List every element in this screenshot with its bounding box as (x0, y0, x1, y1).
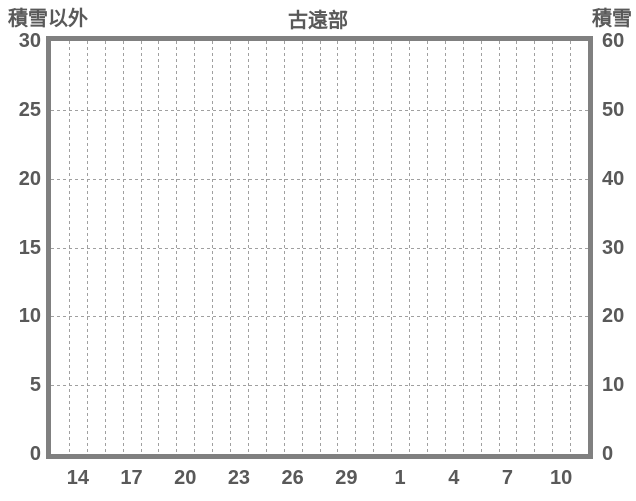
right-axis-tick-label: 30 (602, 236, 625, 259)
left-axis-tick-label: 30 (18, 30, 41, 52)
right-axis-tick-label: 40 (602, 167, 625, 190)
left-axis-tick-label: 25 (18, 98, 41, 121)
x-axis-tick-label: 7 (501, 467, 513, 489)
chart-title: 古遠部 (288, 10, 348, 32)
left-axis-tick-label: 20 (18, 167, 41, 190)
right-axis-tick-label: 20 (602, 305, 625, 328)
x-axis-tick-label: 17 (120, 467, 143, 489)
right-axis-tick-label: 60 (602, 30, 625, 52)
right-axis-tick-label: 50 (602, 98, 625, 121)
left-axis-tick-label: 5 (29, 374, 41, 397)
left-axis-tick-label: 15 (18, 236, 41, 259)
left-axis-title: 積雪以外 (8, 8, 88, 30)
left-axis-tick-label: 0 (29, 443, 41, 465)
right-axis-title: 積雪 (592, 8, 632, 30)
x-axis-tick-label: 14 (66, 467, 89, 489)
x-axis-tick-label: 20 (174, 467, 197, 489)
plot-frame (46, 36, 593, 459)
gridlines (51, 41, 588, 454)
x-axis-tick-label: 10 (550, 467, 573, 489)
left-axis-tick-label: 10 (18, 305, 41, 328)
x-axis-tick-label: 1 (394, 467, 406, 489)
right-axis-tick-label: 10 (602, 374, 625, 397)
x-axis-tick-label: 23 (227, 467, 251, 489)
x-axis-tick-label: 4 (448, 467, 460, 489)
x-axis-tick-label: 26 (281, 467, 304, 489)
right-axis-tick-label: 0 (602, 443, 614, 465)
x-axis-tick-label: 29 (335, 467, 358, 489)
